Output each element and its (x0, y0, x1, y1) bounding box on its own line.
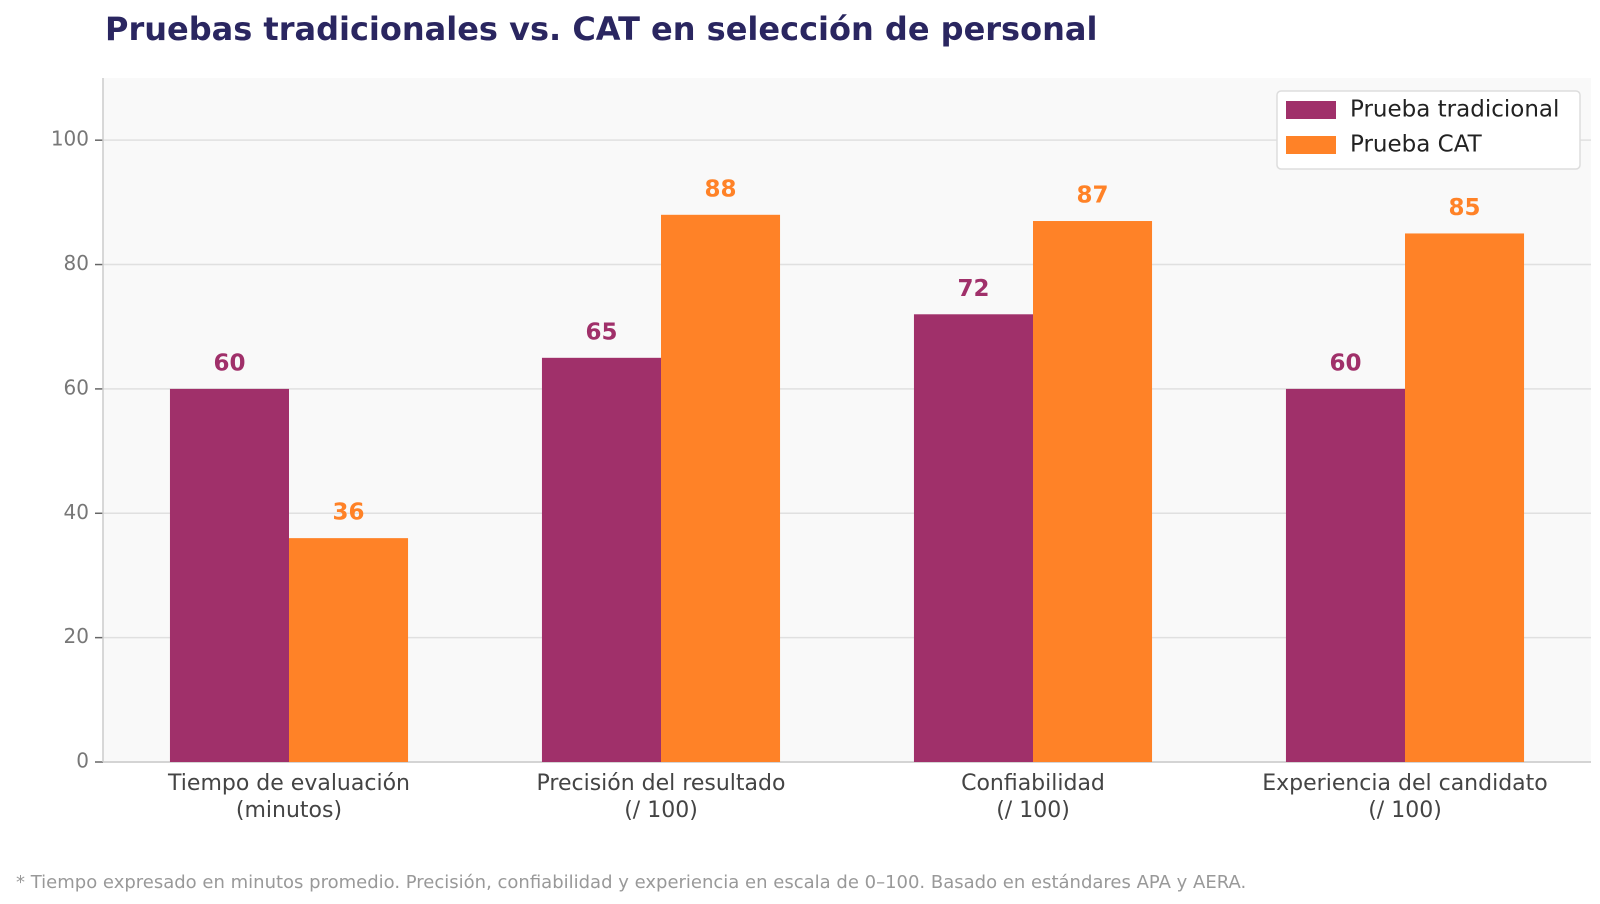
y-tick-label: 20 (64, 624, 89, 648)
bar (169, 388, 289, 762)
y-tick-label: 40 (64, 500, 89, 524)
footnote: * Tiempo expresado en minutos promedio. … (16, 872, 1246, 893)
value-label: 60 (213, 350, 245, 376)
value-label: 65 (585, 319, 617, 345)
bar (1405, 233, 1525, 763)
x-tick-label: Confiabilidad (/ 100) (961, 771, 1105, 823)
bar (541, 357, 661, 762)
x-tick-label: Tiempo de evaluación (minutos) (167, 771, 410, 823)
value-label: 88 (705, 176, 737, 202)
legend-box (1276, 90, 1581, 170)
value-label: 36 (333, 500, 365, 526)
legend-label: Prueba CAT (1350, 132, 1483, 158)
bar (289, 538, 409, 762)
value-label: 87 (1077, 183, 1109, 209)
value-label: 85 (1449, 195, 1481, 221)
bar (1285, 388, 1405, 762)
bar (661, 214, 781, 763)
bar (1033, 221, 1153, 762)
y-tick-label: 80 (64, 251, 89, 275)
legend-swatch (1286, 101, 1336, 119)
value-label: 60 (1329, 350, 1361, 376)
chart-title: Pruebas tradicionales vs. CAT en selecci… (105, 10, 1097, 48)
y-tick-label: 100 (51, 127, 89, 151)
y-tick-label: 60 (64, 375, 89, 399)
bar (913, 314, 1033, 762)
y-tick-label: 0 (76, 749, 89, 773)
legend-label: Prueba tradicional (1350, 97, 1559, 123)
value-label: 72 (957, 276, 989, 302)
legend-swatch (1286, 136, 1336, 154)
x-tick-label: Precisión del resultado (/ 100) (537, 771, 786, 823)
x-tick-label: Experiencia del candidato (/ 100) (1262, 771, 1547, 823)
